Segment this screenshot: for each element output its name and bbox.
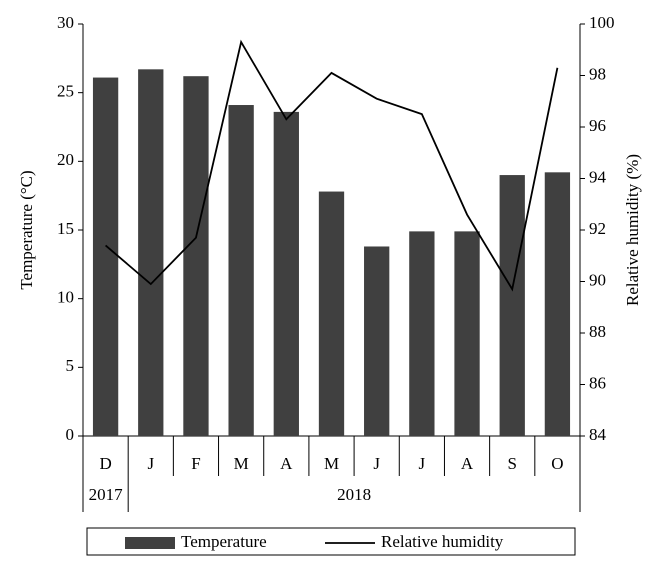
x-tick-label: S xyxy=(507,454,516,473)
x-tick-label: J xyxy=(419,454,426,473)
y2-tick-label: 90 xyxy=(589,270,606,289)
x-tick-label: D xyxy=(99,454,111,473)
bar xyxy=(273,111,299,436)
x-tick-label: A xyxy=(280,454,293,473)
y2-tick-label: 94 xyxy=(589,167,607,186)
y-tick-label: 0 xyxy=(66,425,75,444)
year-label: 2018 xyxy=(337,485,371,504)
y-tick-label: 30 xyxy=(57,13,74,32)
legend-box xyxy=(86,527,576,556)
bar xyxy=(454,231,480,436)
y-tick-label: 20 xyxy=(57,150,74,169)
x-tick-label: F xyxy=(191,454,200,473)
legend-swatch xyxy=(125,537,175,549)
y2-tick-label: 84 xyxy=(589,425,607,444)
y2-tick-label: 88 xyxy=(589,322,606,341)
y2-axis-label: Relative humidity (%) xyxy=(623,154,642,306)
bar xyxy=(499,175,525,437)
y2-tick-label: 96 xyxy=(589,116,606,135)
x-tick-label: M xyxy=(234,454,249,473)
bar xyxy=(544,172,571,436)
x-tick-label: A xyxy=(461,454,474,473)
x-tick-label: J xyxy=(373,454,380,473)
year-label: 2017 xyxy=(89,485,124,504)
y-tick-label: 10 xyxy=(57,288,74,307)
y2-tick-label: 98 xyxy=(589,64,606,83)
x-tick-label: M xyxy=(324,454,339,473)
y-axis-label: Temperature (°C) xyxy=(17,170,36,289)
y2-tick-label: 92 xyxy=(589,219,606,238)
line xyxy=(105,39,559,292)
bar xyxy=(92,77,119,436)
bar xyxy=(138,69,164,436)
x-tick-label: O xyxy=(551,454,563,473)
bar xyxy=(228,105,254,436)
y-tick-label: 5 xyxy=(66,356,75,375)
y-tick-label: 25 xyxy=(57,82,74,101)
y-tick-label: 15 xyxy=(57,219,74,238)
legend-label: Relative humidity xyxy=(381,532,504,551)
bar xyxy=(318,191,345,436)
bar xyxy=(409,231,435,436)
bar xyxy=(183,76,209,436)
x-tick-label: J xyxy=(147,454,154,473)
legend-label: Temperature xyxy=(181,532,267,551)
y2-tick-label: 86 xyxy=(589,373,606,392)
bar xyxy=(364,246,390,436)
y2-tick-label: 100 xyxy=(589,13,615,32)
